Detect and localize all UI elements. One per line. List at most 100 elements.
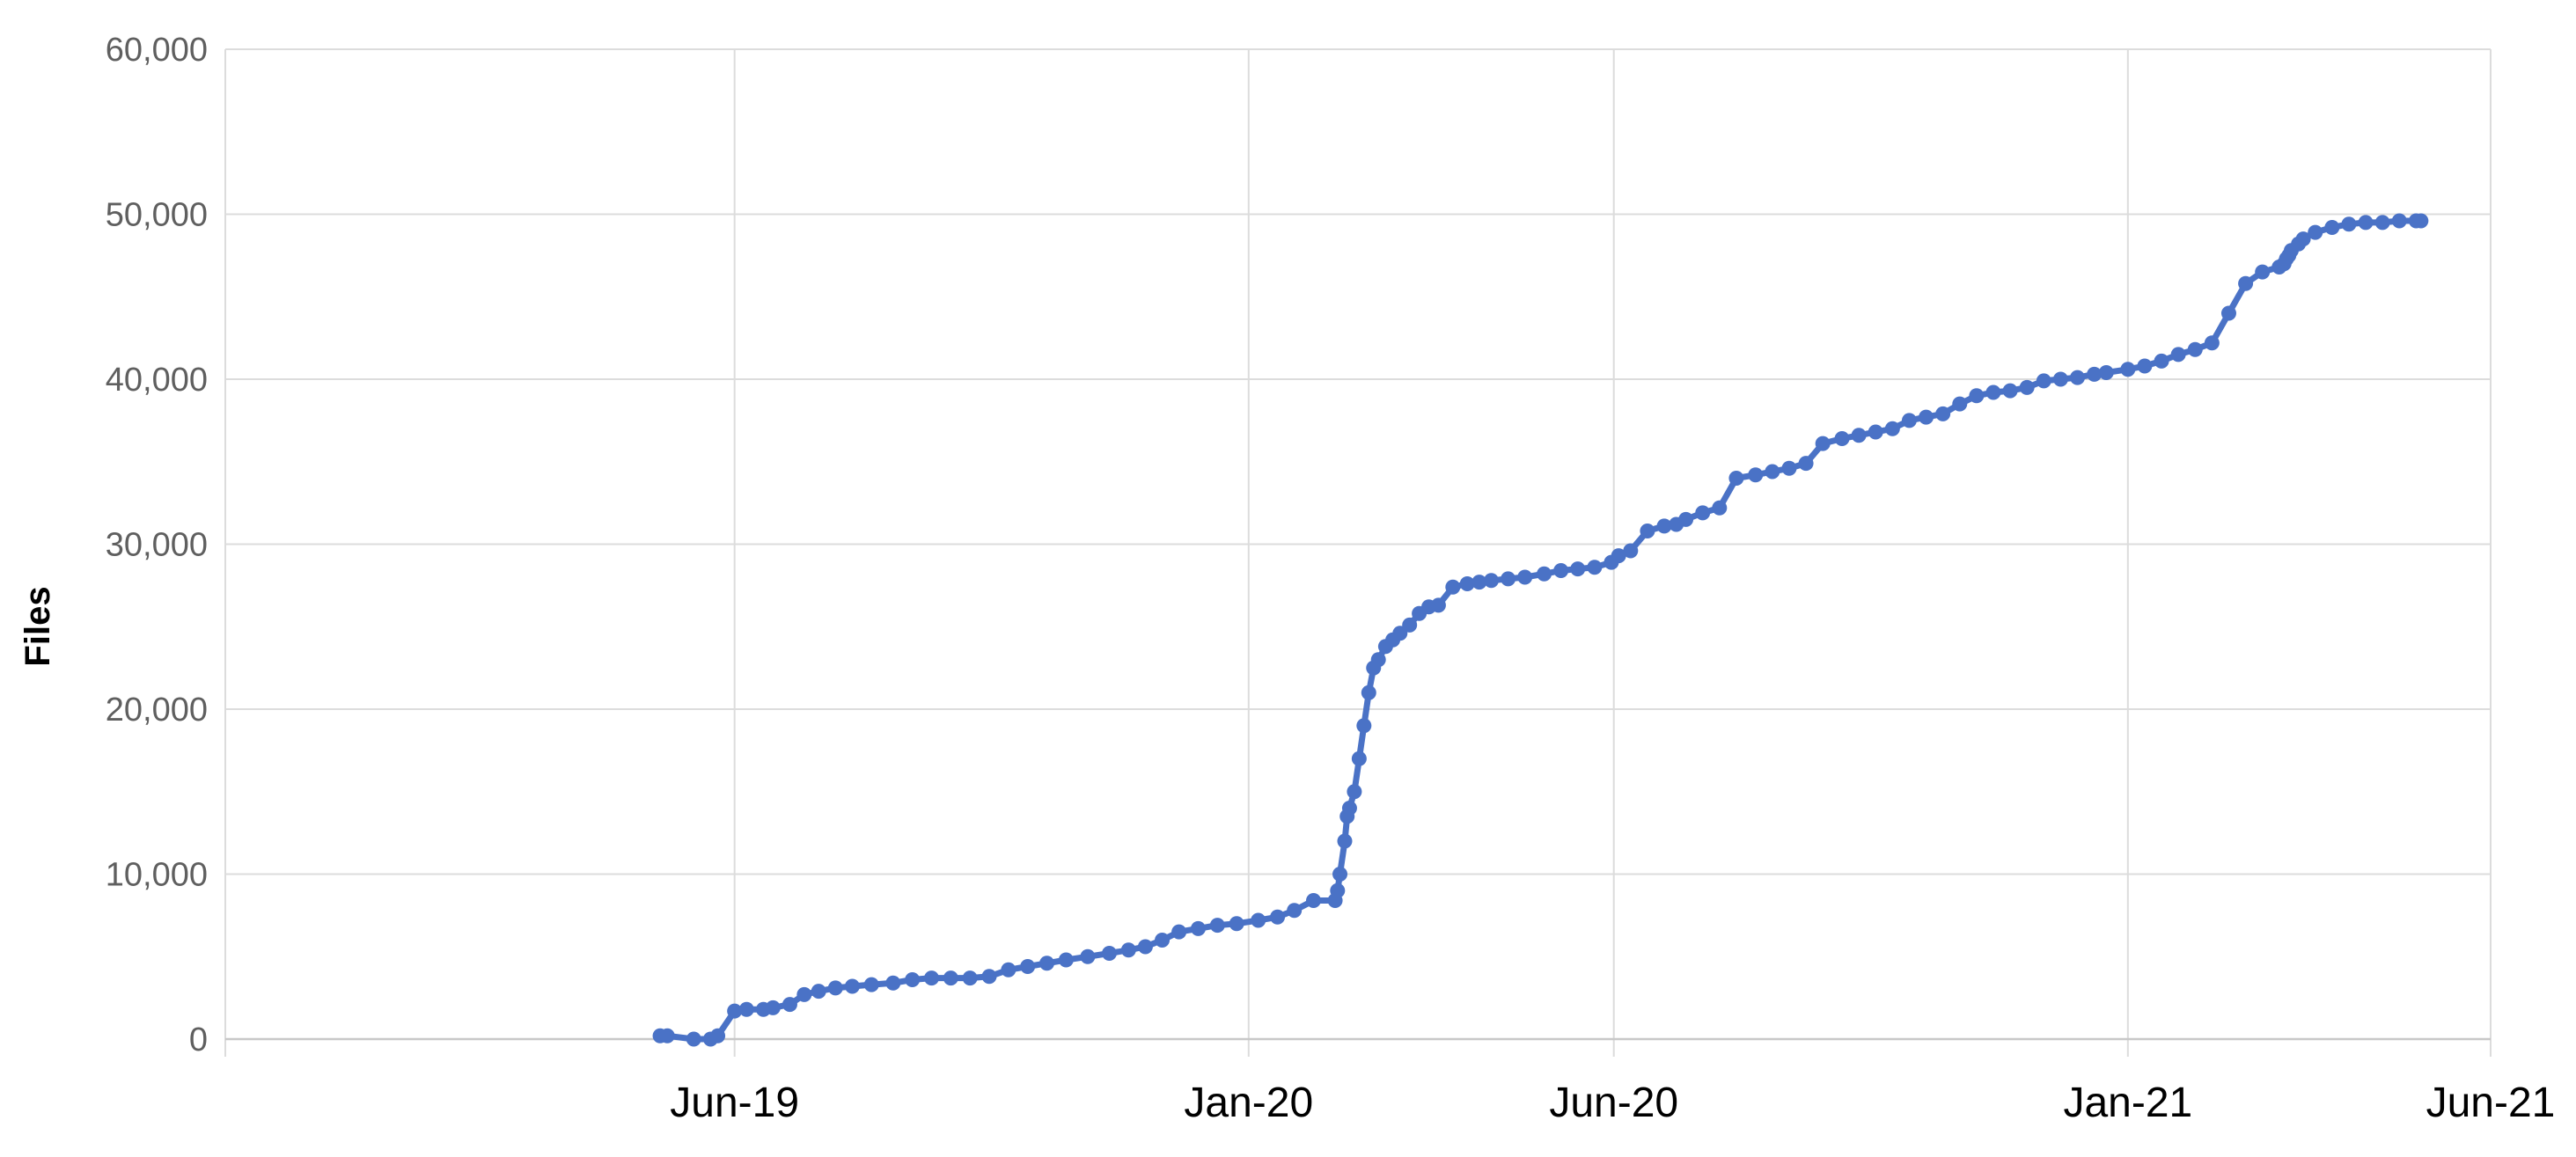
data-point	[2098, 365, 2114, 380]
data-point	[2019, 379, 2035, 395]
data-point	[686, 1031, 701, 1047]
data-point	[782, 997, 797, 1013]
data-point	[2002, 383, 2018, 399]
data-point	[710, 1028, 726, 1043]
data-point	[2052, 371, 2068, 387]
data-point	[844, 978, 860, 994]
data-point	[1251, 912, 1266, 928]
data-point	[1287, 903, 1303, 919]
data-point	[2036, 373, 2051, 389]
data-point	[1209, 918, 1225, 934]
data-point	[765, 1000, 781, 1015]
data-point	[1695, 505, 1711, 521]
y-tick-label: 60,000	[106, 32, 208, 69]
data-point	[2238, 275, 2254, 291]
data-point	[1190, 920, 1206, 936]
data-point	[1901, 413, 1917, 428]
axis-layer	[224, 49, 2491, 1057]
x-tick-label: Jan-20	[1184, 1080, 1313, 1126]
data-point	[1640, 524, 1655, 538]
data-point	[1985, 384, 2001, 400]
x-tick-label: Jan-21	[2063, 1080, 2192, 1126]
data-point	[659, 1028, 675, 1043]
data-point	[1517, 569, 1533, 585]
data-point	[962, 970, 978, 986]
y-tick-label: 50,000	[106, 197, 208, 234]
data-point	[1570, 561, 1586, 577]
data-point	[1361, 685, 1376, 700]
data-point	[2391, 213, 2407, 229]
data-point	[1728, 471, 1744, 486]
data-point	[796, 986, 812, 1002]
data-point	[1430, 597, 1446, 613]
x-tick-label: Jun-21	[2426, 1080, 2556, 1126]
data-point	[2120, 362, 2136, 377]
data-point	[1370, 652, 1386, 668]
data-point	[1347, 784, 1362, 800]
data-point	[2295, 231, 2311, 247]
y-axis-label: Files	[18, 586, 57, 666]
data-point	[1483, 573, 1499, 589]
data-point	[943, 970, 958, 986]
data-point	[1623, 543, 1639, 559]
y-tick-label: 0	[189, 1022, 208, 1058]
data-point	[2255, 264, 2271, 280]
data-point	[2220, 305, 2236, 321]
data-point	[1611, 548, 1626, 564]
grid-layer	[225, 48, 2492, 1057]
data-point	[2374, 215, 2390, 231]
data-point	[1969, 388, 1985, 404]
data-point	[1080, 948, 1096, 964]
data-point	[1656, 518, 1672, 534]
y-tick-label: 30,000	[106, 527, 208, 564]
data-point	[923, 970, 939, 986]
data-point	[905, 972, 921, 987]
y-tick-label: 20,000	[106, 692, 208, 729]
data-point	[981, 969, 997, 985]
data-point	[863, 977, 879, 992]
x-tick-label: Jun-19	[670, 1080, 799, 1126]
data-point	[1537, 566, 1552, 582]
data-point	[1058, 952, 1074, 968]
data-point	[2413, 213, 2429, 229]
data-point	[1553, 563, 1569, 578]
data-point	[1445, 579, 1461, 595]
data-point	[1270, 909, 1286, 925]
data-point	[1101, 946, 1117, 961]
data-point	[1306, 893, 1322, 908]
data-point	[827, 980, 843, 996]
data-point	[2137, 358, 2153, 374]
data-point	[2204, 335, 2220, 351]
data-point	[2308, 224, 2323, 240]
label-layer: Files 0 10,000 20,000 30,000 40,000 50,000 60,…	[18, 32, 2555, 1126]
data-point	[1459, 576, 1475, 591]
data-point	[1120, 942, 1136, 958]
data-point	[1712, 500, 1728, 516]
data-point	[1039, 956, 1055, 971]
data-point	[1935, 406, 1951, 421]
data-point	[1501, 571, 1516, 587]
data-point	[1341, 801, 1357, 816]
data-point	[2187, 341, 2203, 357]
data-point	[1851, 428, 1867, 443]
data-point	[1332, 867, 1348, 882]
data-point	[811, 984, 826, 1000]
data-point	[1587, 560, 1603, 575]
y-tick-label: 40,000	[106, 362, 208, 399]
data-point	[1798, 456, 1814, 472]
data-point	[1748, 467, 1764, 483]
data-point	[2170, 347, 2186, 362]
data-point	[1337, 833, 1353, 849]
data-point	[2070, 370, 2086, 385]
data-point	[727, 1003, 743, 1019]
data-point	[1781, 460, 1797, 476]
data-point	[2358, 215, 2374, 231]
data-point	[1834, 431, 1850, 446]
data-point	[1137, 939, 1153, 955]
data-point	[2154, 353, 2169, 369]
data-point	[1229, 916, 1244, 932]
data-point	[1351, 751, 1367, 766]
data-point	[1155, 933, 1171, 948]
series-line	[657, 217, 2425, 1043]
